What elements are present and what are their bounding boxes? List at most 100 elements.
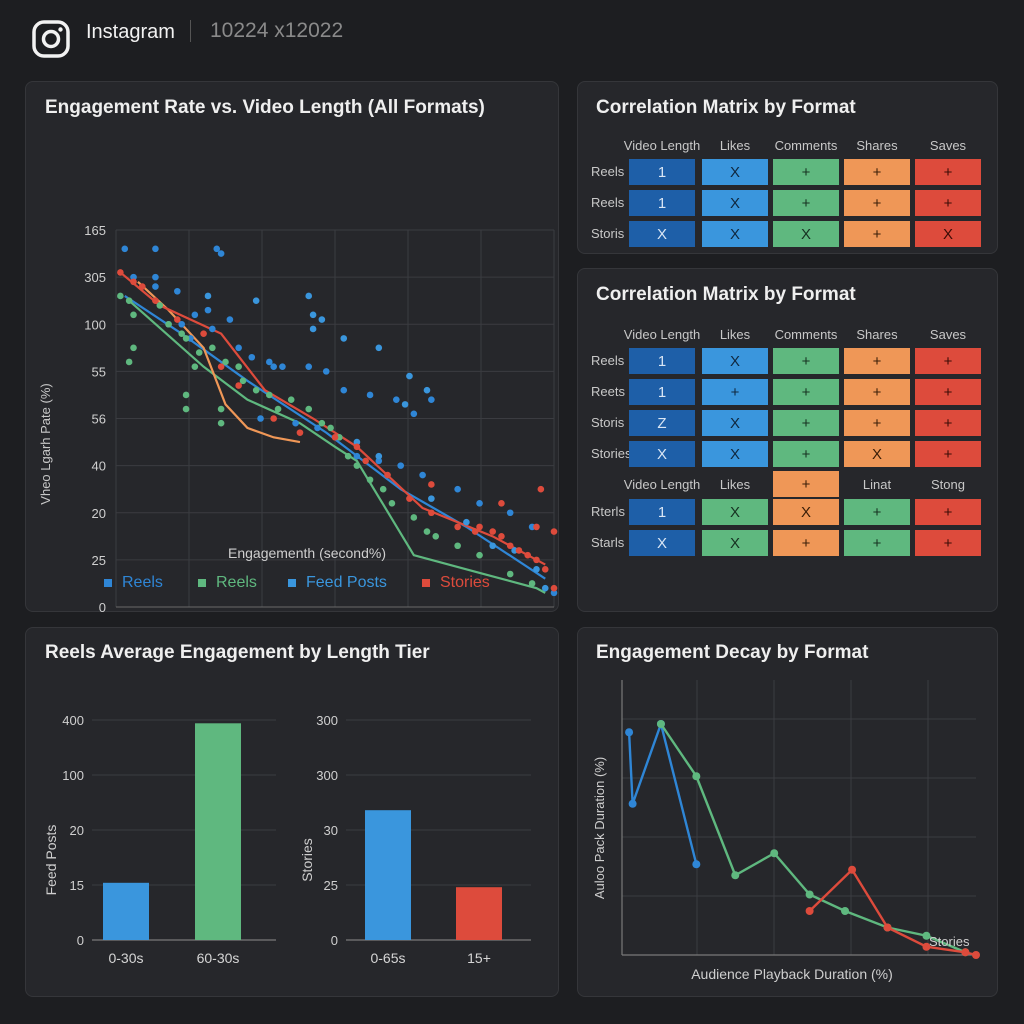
scatter-point xyxy=(318,419,326,427)
scatter-point xyxy=(428,481,435,488)
scatter-point xyxy=(506,570,514,578)
matrix-cell: + xyxy=(844,410,910,436)
scatter-point xyxy=(279,363,286,370)
scatter-point xyxy=(397,462,405,469)
matrix-column-header: Likes xyxy=(719,138,751,153)
scatter-point xyxy=(375,452,383,460)
scatter-point xyxy=(174,287,181,295)
legend-label: Stories xyxy=(440,574,490,591)
bar-y-tick: 30 xyxy=(324,823,338,838)
decay-line xyxy=(659,723,966,954)
scatter-point xyxy=(340,335,348,342)
scatter-point xyxy=(182,335,190,342)
matrix-column-header: Shares xyxy=(856,327,898,342)
scatter-point xyxy=(423,386,431,394)
legend-item: Reels xyxy=(104,574,163,592)
decay-point xyxy=(692,860,701,869)
decay-line xyxy=(627,719,698,865)
matrix-cell: 1 xyxy=(629,499,695,525)
decay-point xyxy=(961,948,970,957)
right-bar-y-label: Stories xyxy=(299,838,315,882)
scatter-point xyxy=(353,452,361,460)
matrix-row-label: Starls xyxy=(591,535,625,550)
matrix-panel-1: Correlation Matrix by Format Video Lengt… xyxy=(577,81,998,254)
matrix-cell: + xyxy=(915,530,981,556)
decay-point xyxy=(692,772,701,781)
scatter-point xyxy=(528,580,536,587)
scatter-point xyxy=(406,495,413,502)
scatter-point xyxy=(305,405,313,413)
scatter-y-tick: 20 xyxy=(92,506,106,521)
bar-charts: 400 100 20 15 0 0-30s 60-30s 300 300 30 25 0 0-65s 1… xyxy=(43,713,531,966)
scatter-point xyxy=(533,556,540,564)
matrix-cell: X xyxy=(702,190,768,216)
matrix-column-header: Linat xyxy=(862,477,892,492)
legend-label: Reels xyxy=(216,574,257,591)
scatter-point xyxy=(152,283,159,290)
scatter-trend-line xyxy=(119,271,546,566)
scatter-point xyxy=(226,316,234,323)
matrix-column-header: Likes xyxy=(719,327,751,342)
matrix-cell: X xyxy=(702,348,768,374)
scatter-point xyxy=(476,500,483,507)
matrix-cell: 1 xyxy=(629,379,695,405)
matrix-panel-2: Correlation Matrix by Format Video Lengt… xyxy=(577,268,998,612)
scatter-point xyxy=(388,500,396,507)
scatter-chart: 165 305 100 55 56 40 20 25 0 Vheo Lgarh Pate (%)… xyxy=(38,223,558,613)
scatter-point xyxy=(331,434,339,441)
matrix-cell: + xyxy=(844,499,910,525)
matrix-column-header: Saves xyxy=(929,327,967,342)
scatter-point xyxy=(248,353,256,361)
bar-y-tick: 20 xyxy=(70,823,84,838)
scatter-point xyxy=(138,283,146,290)
legend-swatch xyxy=(422,579,430,587)
scatter-y-label: Vheo Lgarh Pate (%) xyxy=(38,383,53,504)
scatter-point xyxy=(195,349,203,356)
matrix-row-label: Rterls xyxy=(591,504,625,519)
scatter-x-label: Engagementh (second%) xyxy=(228,545,386,561)
scatter-point xyxy=(130,278,137,286)
header-divider xyxy=(190,20,191,42)
scatter-point xyxy=(217,363,225,370)
bars-title: Reels Average Engagement by Length Tier xyxy=(45,642,430,663)
matrix-cell: + xyxy=(844,379,910,405)
matrix-cell: Z xyxy=(629,410,695,436)
bar-y-tick: 100 xyxy=(62,768,84,783)
matrix-cell: + xyxy=(773,348,839,374)
matrix-cell: + xyxy=(702,379,768,405)
matrix-cell: X xyxy=(702,410,768,436)
matrix-cell: + xyxy=(773,379,839,405)
matrix-cell: + xyxy=(915,159,981,185)
scatter-point xyxy=(252,386,260,394)
scatter-point xyxy=(200,330,207,337)
matrix-cell: X xyxy=(773,499,839,525)
bar xyxy=(456,887,502,940)
scatter-point xyxy=(182,405,190,413)
legend-swatch xyxy=(288,579,296,587)
decay-point xyxy=(972,951,980,959)
matrix-cell: X xyxy=(915,221,981,247)
matrix-column-header: Video Length xyxy=(623,477,701,492)
scatter-point xyxy=(550,584,558,592)
matrix-column-header: Saves xyxy=(929,138,967,153)
matrix-cell: + xyxy=(915,499,981,525)
decay-point xyxy=(805,890,814,899)
scatter-point xyxy=(130,311,137,319)
scatter-point xyxy=(362,457,369,465)
bar-category-label: 15+ xyxy=(467,950,491,966)
scatter-y-tick: 40 xyxy=(92,459,106,474)
matrix-cell: 1 xyxy=(629,348,695,374)
decay-chart: Auloo Pack Duration (%) Audience Playbac… xyxy=(592,680,980,982)
scatter-point xyxy=(318,316,326,323)
scatter-point xyxy=(340,386,348,394)
instagram-logo-icon[interactable] xyxy=(32,20,70,58)
decay-y-label: Auloo Pack Duration (%) xyxy=(592,757,607,899)
scatter-point xyxy=(117,292,124,300)
matrix-cell: X xyxy=(629,441,695,467)
scatter-point xyxy=(541,584,549,592)
legend-item: Reels xyxy=(198,574,257,592)
scatter-point xyxy=(266,358,273,366)
matrix-column-header: Comments xyxy=(774,327,838,342)
scatter-point xyxy=(121,245,129,253)
scatter-point xyxy=(191,363,199,370)
